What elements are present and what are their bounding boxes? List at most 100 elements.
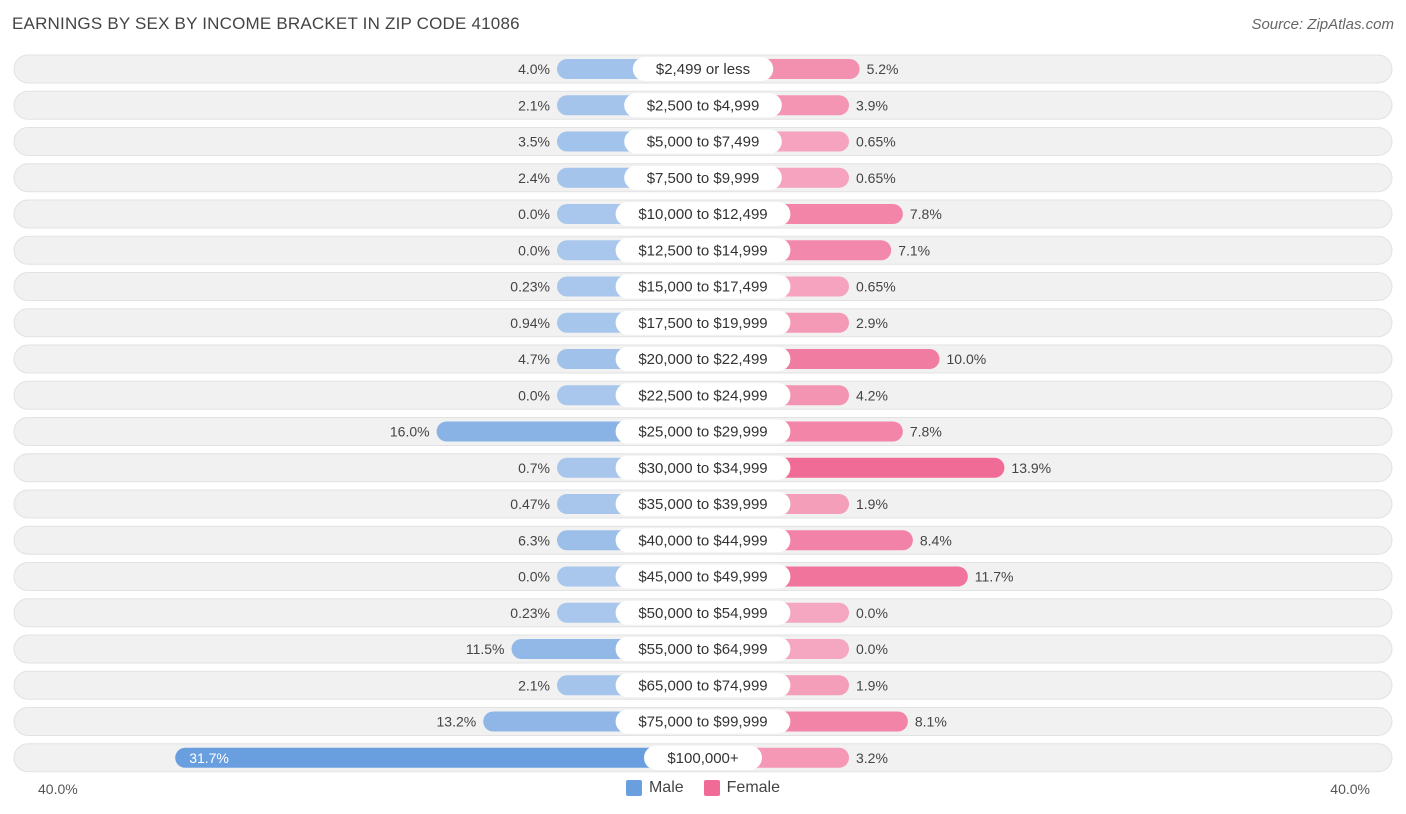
female-value-label: 8.4% xyxy=(920,532,952,548)
male-value-label: 2.4% xyxy=(518,170,550,186)
category-label-bg xyxy=(615,637,791,661)
chart-row: $35,000 to $39,999 0.47% 1.9% xyxy=(13,489,1393,519)
category-label: $100,000+ xyxy=(667,750,739,767)
category-label: $17,500 to $19,999 xyxy=(638,315,767,332)
chart-row: $10,000 to $12,499 0.0% 7.8% xyxy=(13,199,1393,229)
chart-row: $7,500 to $9,999 2.4% 0.65% xyxy=(13,163,1393,193)
female-value-label: 10.0% xyxy=(947,351,987,367)
female-value-label: 1.9% xyxy=(856,496,888,512)
category-label: $50,000 to $54,999 xyxy=(638,605,767,622)
chart-row: $75,000 to $99,999 13.2% 8.1% xyxy=(13,707,1393,736)
male-value-label: 0.7% xyxy=(518,460,550,476)
chart-row: $2,499 or less 4.0% 5.2% xyxy=(13,54,1393,84)
female-value-label: 4.2% xyxy=(856,387,888,403)
chart-row: $55,000 to $64,999 11.5% 0.0% xyxy=(13,634,1393,664)
female-value-label: 0.0% xyxy=(856,605,888,621)
female-value-label: 13.9% xyxy=(1011,460,1051,476)
category-label: $10,000 to $12,499 xyxy=(638,206,767,223)
female-value-label: 7.1% xyxy=(898,242,930,258)
category-label-bg xyxy=(615,383,791,408)
female-value-label: 2.9% xyxy=(856,315,888,331)
category-label: $30,000 to $34,999 xyxy=(638,460,767,477)
category-label-bg xyxy=(615,528,791,553)
female-value-label: 5.2% xyxy=(867,61,899,77)
chart-row: $45,000 to $49,999 0.0% 11.7% xyxy=(13,562,1393,591)
legend-label-female: Female xyxy=(726,779,781,796)
category-label-bg xyxy=(624,93,782,118)
chart-row: $17,500 to $19,999 0.94% 2.9% xyxy=(13,308,1393,338)
male-value-label: 11.5% xyxy=(466,641,505,657)
male-value-label: 2.1% xyxy=(518,97,550,113)
axis-right-label: 40.0% xyxy=(1330,781,1370,797)
male-value-label: 31.7% xyxy=(189,750,229,766)
female-value-label: 7.8% xyxy=(910,206,942,222)
category-label: $2,499 or less xyxy=(656,61,750,78)
male-value-label: 0.47% xyxy=(510,496,550,512)
male-value-label: 0.0% xyxy=(518,387,550,403)
category-label: $20,000 to $22,499 xyxy=(638,351,767,368)
category-label: $40,000 to $44,999 xyxy=(638,532,767,549)
category-label: $45,000 to $49,999 xyxy=(638,569,767,586)
category-label-bg xyxy=(615,347,791,371)
category-label: $25,000 to $29,999 xyxy=(638,424,767,441)
female-value-label: 3.2% xyxy=(856,750,888,766)
chart-row: $100,000+ 31.7% 3.2% xyxy=(13,743,1393,773)
female-value-label: 0.65% xyxy=(856,279,896,295)
male-bar xyxy=(175,747,703,768)
category-label-bg xyxy=(615,419,791,444)
legend-item-male: Male xyxy=(625,779,684,797)
chart-row: $50,000 to $54,999 0.23% 0.0% xyxy=(13,598,1393,628)
male-value-label: 2.1% xyxy=(518,677,550,693)
chart-row: $12,500 to $14,999 0.0% 7.1% xyxy=(13,235,1393,265)
female-value-label: 0.0% xyxy=(856,641,888,657)
female-value-label: 0.65% xyxy=(856,134,896,150)
male-value-label: 16.0% xyxy=(390,424,430,440)
chart-row: $5,000 to $7,499 3.5% 0.65% xyxy=(13,127,1393,156)
category-label: $35,000 to $39,999 xyxy=(638,496,767,513)
category-label-bg xyxy=(615,492,791,516)
chart-row: $65,000 to $74,999 2.1% 1.9% xyxy=(13,670,1393,700)
female-value-label: 8.1% xyxy=(915,714,947,730)
male-value-label: 3.5% xyxy=(518,134,550,150)
male-value-label: 0.94% xyxy=(510,315,550,331)
chart-row: $30,000 to $34,999 0.7% 13.9% xyxy=(13,453,1393,483)
female-value-label: 7.8% xyxy=(910,424,942,440)
category-label-bg xyxy=(615,564,791,589)
male-value-label: 4.0% xyxy=(518,61,550,77)
male-value-label: 0.23% xyxy=(510,605,550,621)
source-credit: Source: ZipAtlas.com xyxy=(1251,16,1394,33)
category-label: $12,500 to $14,999 xyxy=(638,242,767,259)
male-value-label: 13.2% xyxy=(437,714,477,730)
legend-swatch-female xyxy=(703,780,720,796)
category-label-bg xyxy=(615,310,791,335)
male-value-label: 0.0% xyxy=(518,242,550,258)
category-label-bg xyxy=(615,600,791,625)
female-value-label: 11.7% xyxy=(975,569,1014,585)
chart-title: EARNINGS BY SEX BY INCOME BRACKET IN ZIP… xyxy=(12,14,520,33)
category-label-bg xyxy=(624,129,782,154)
category-label-bg xyxy=(615,238,791,263)
category-label: $5,000 to $7,499 xyxy=(647,134,760,151)
category-label-bg xyxy=(615,709,791,734)
category-label-bg xyxy=(615,274,791,299)
male-value-label: 0.0% xyxy=(518,206,550,222)
chart-row: $20,000 to $22,499 4.7% 10.0% xyxy=(13,344,1393,374)
category-label-bg xyxy=(632,57,774,81)
chart-row: $25,000 to $29,999 16.0% 7.8% xyxy=(13,417,1393,446)
category-label-bg xyxy=(615,202,791,226)
male-value-label: 0.23% xyxy=(510,279,550,295)
male-value-label: 0.0% xyxy=(518,569,550,585)
male-value-label: 4.7% xyxy=(518,351,550,367)
chart-row: $2,500 to $4,999 2.1% 3.9% xyxy=(13,90,1393,120)
chart-row: $22,500 to $24,999 0.0% 4.2% xyxy=(13,380,1393,410)
category-label: $2,500 to $4,999 xyxy=(647,97,760,114)
category-label: $55,000 to $64,999 xyxy=(638,641,767,658)
category-label-bg xyxy=(624,165,782,190)
category-label-bg xyxy=(644,745,762,770)
axis-left-label: 40.0% xyxy=(38,781,78,797)
category-label: $22,500 to $24,999 xyxy=(638,387,767,404)
category-label-bg xyxy=(615,673,791,698)
female-value-label: 3.9% xyxy=(856,97,888,113)
legend-swatch-male xyxy=(625,780,642,796)
